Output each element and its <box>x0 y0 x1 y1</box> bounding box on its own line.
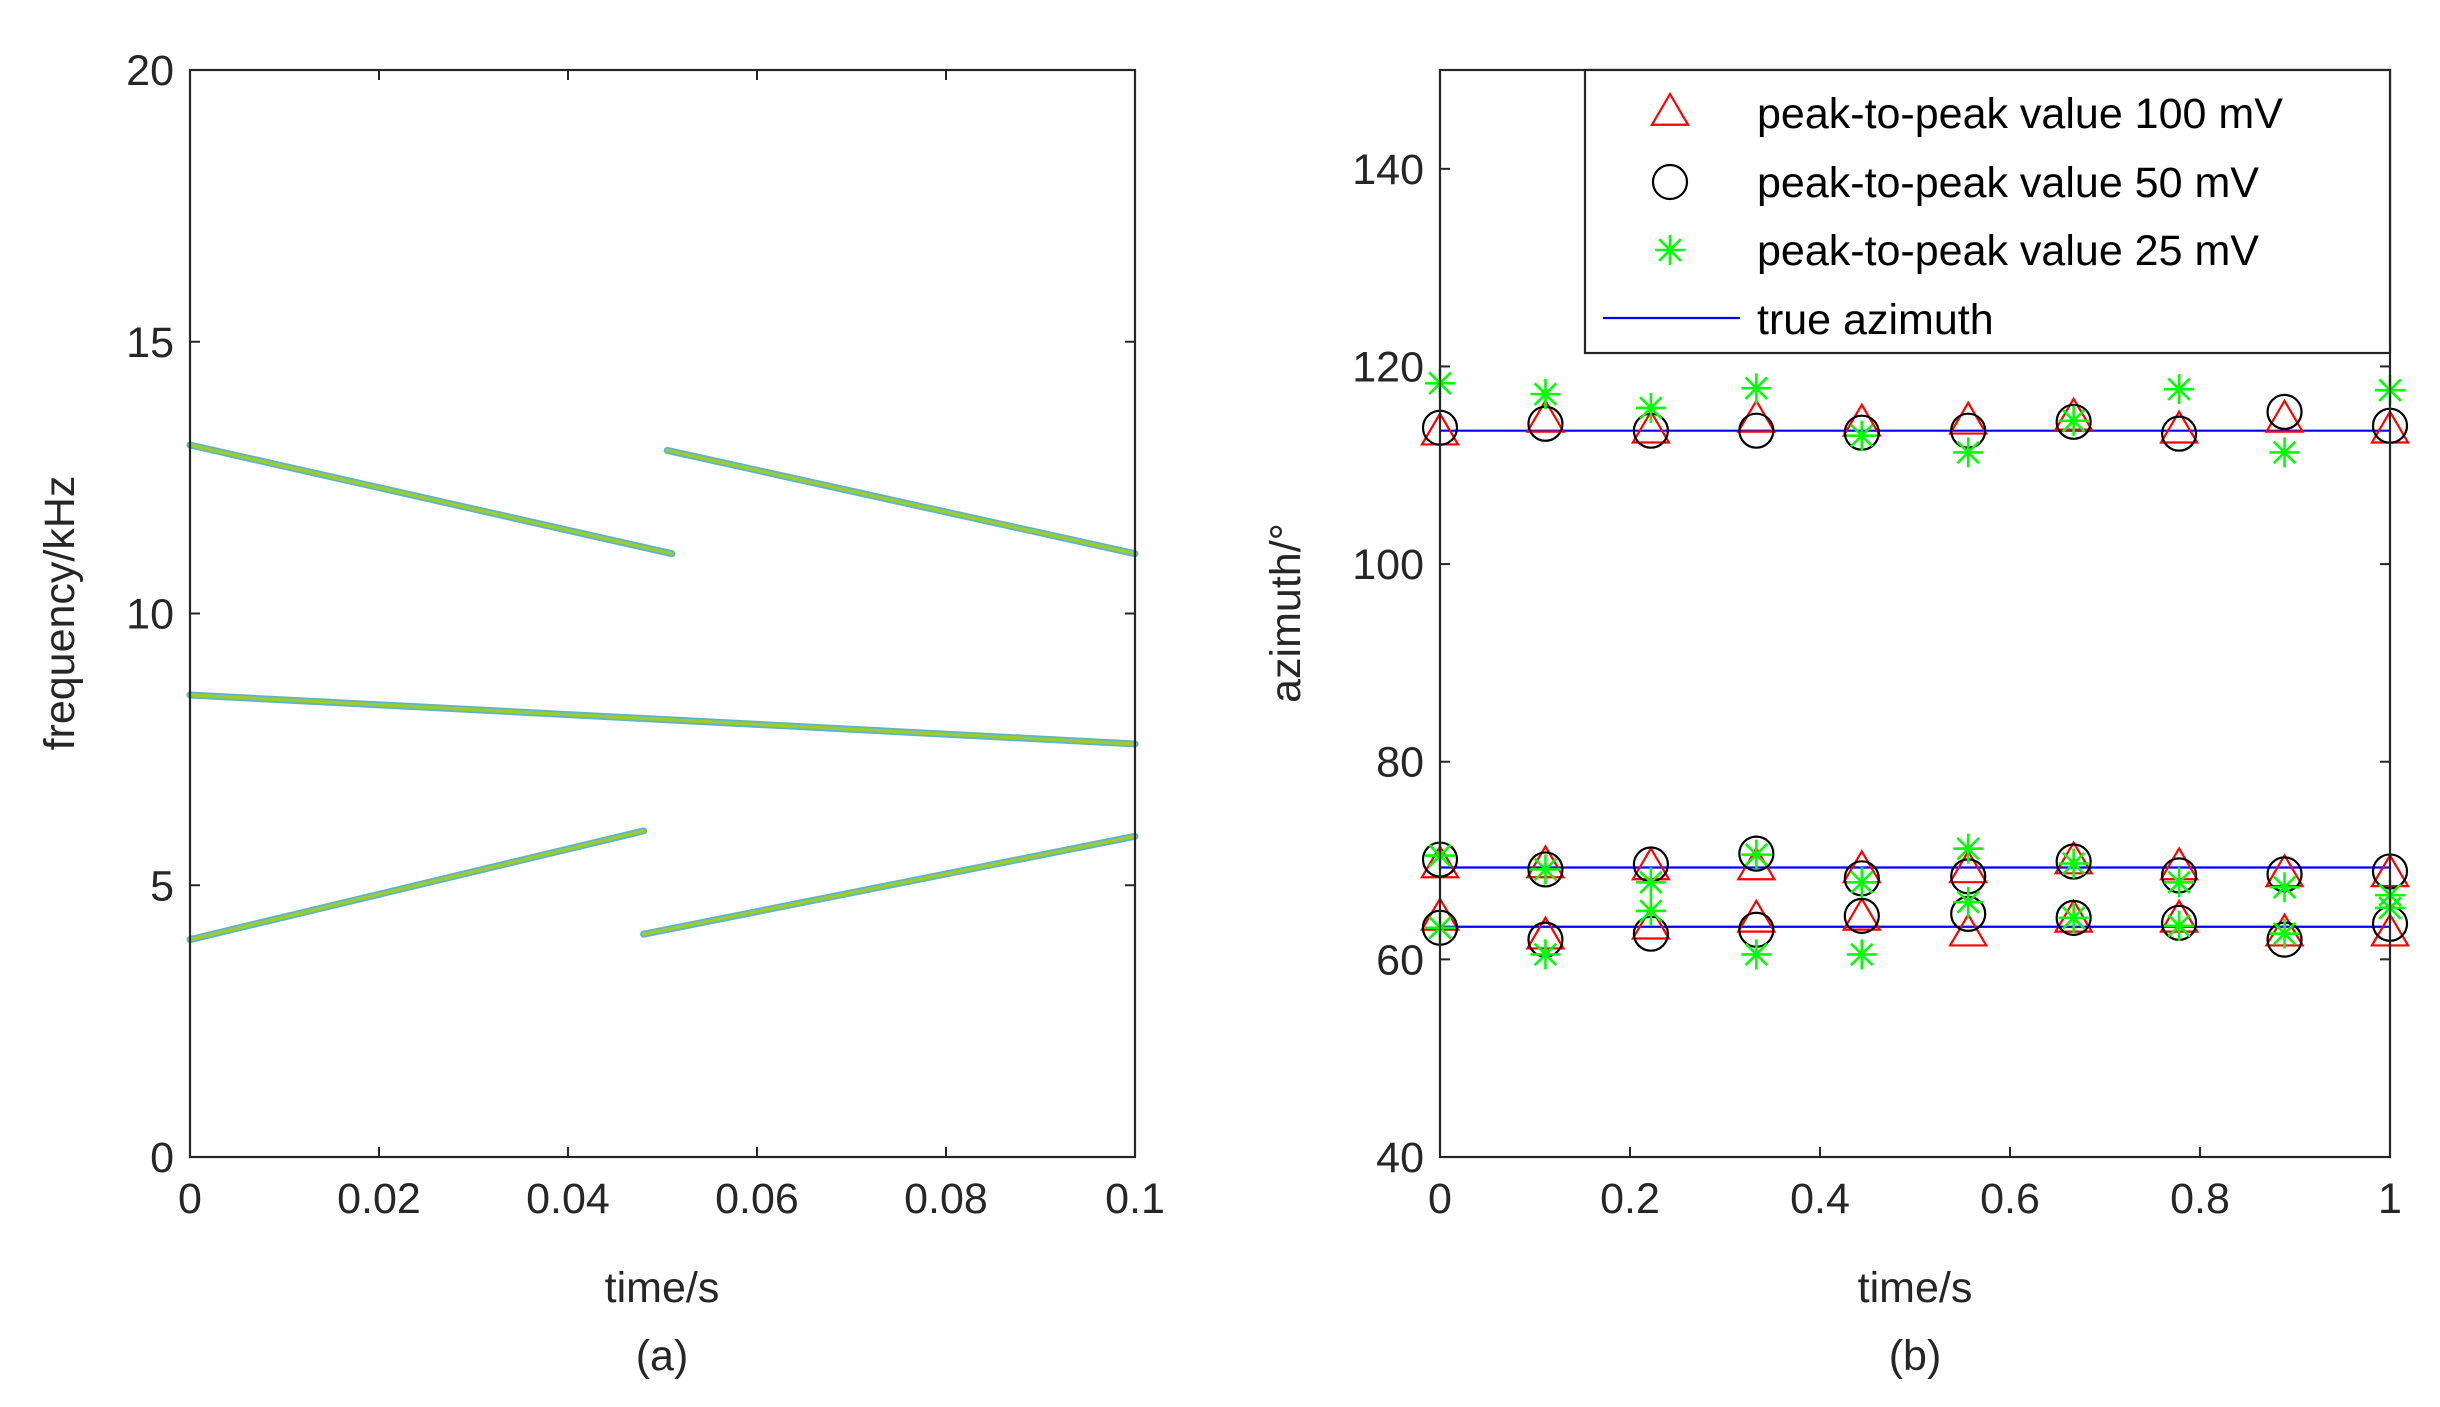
spectrogram-segment-4 <box>188 829 646 942</box>
marker-star <box>1846 867 1877 898</box>
marker-star <box>1741 373 1772 404</box>
marker-star <box>1530 379 1561 410</box>
marker-star <box>1846 939 1877 970</box>
marker-star <box>2164 910 2195 941</box>
panel-b-xtick-label: 0.4 <box>1790 1175 1850 1223</box>
legend-label-50mv: peak-to-peak value 50 mV <box>1757 159 2259 207</box>
marker-star <box>1741 839 1772 870</box>
marker-circle <box>1738 835 1775 872</box>
marker-triangle <box>1841 896 1882 931</box>
panel-a-ytick-label: 20 <box>126 47 174 95</box>
legend-label-25mv: peak-to-peak value 25 mV <box>1757 227 2259 275</box>
marker-star <box>2058 848 2089 879</box>
marker-triangle <box>2264 398 2305 433</box>
panel-b-ytick-label: 140 <box>1352 146 1424 194</box>
true-azimuth-lines <box>1440 429 2390 928</box>
spectrogram-segment-1 <box>188 443 674 556</box>
legend-label-true-azimuth: true azimuth <box>1757 296 1994 344</box>
spectrogram-segment-2 <box>665 448 1137 556</box>
marker-circle <box>2161 415 2198 452</box>
panel-a-ytick-label: 15 <box>126 319 174 367</box>
marker-star <box>1530 939 1561 970</box>
panel-b-ytick-label: 100 <box>1352 541 1424 589</box>
marker-star <box>2058 902 2089 933</box>
marker-star <box>1953 887 1984 918</box>
marker-star <box>2058 405 2089 436</box>
panel-a-xtick-label: 0.1 <box>1105 1175 1165 1223</box>
panel-a-caption: (a) <box>636 1332 689 1380</box>
panel-a-ytick-label: 5 <box>150 862 174 910</box>
panel-a-ytick-label: 0 <box>150 1134 174 1182</box>
marker-star <box>1741 939 1772 970</box>
marker-star <box>1635 895 1666 926</box>
panel-a-xtick-label: 0 <box>178 1175 202 1223</box>
legend-swatch-star <box>1655 235 1685 265</box>
panel-a-spectrogram: 0 0.02 0.04 0.06 0.08 0.1 0 5 10 15 20 time/s freq… <box>36 47 1165 1380</box>
panel-a-xtick-label: 0.04 <box>526 1175 610 1223</box>
panel-b-xtick-label: 0.6 <box>1980 1175 2040 1223</box>
panel-a-axes-box <box>188 68 1137 1159</box>
marker-triangle <box>1948 400 1989 435</box>
marker-triangle <box>1948 849 1989 884</box>
marker-circle <box>1738 412 1775 449</box>
marker-circle <box>2055 403 2092 440</box>
panel-b-xtick-label: 0 <box>1428 1175 1452 1223</box>
legend-box <box>1583 68 2392 355</box>
panel-a-ticks: 0 0.02 0.04 0.06 0.08 0.1 0 5 10 15 20 <box>126 47 1165 1223</box>
marker-triangle <box>1630 409 1671 444</box>
legend: peak-to-peak value 100 mV peak-to-peak v… <box>1583 68 2392 355</box>
panel-b-ytick-label: 60 <box>1376 936 1424 984</box>
panel-a-xtick-label: 0.06 <box>715 1175 799 1223</box>
legend-swatches <box>1603 91 1740 320</box>
marker-triangle <box>1948 912 1989 947</box>
panel-b-ylabel: azimuth/° <box>1262 523 1310 703</box>
panel-b-ytick-label: 120 <box>1352 343 1424 391</box>
spectrogram-segment-5 <box>641 834 1137 936</box>
marker-star <box>2269 918 2300 949</box>
marker-star <box>2164 867 2195 898</box>
marker-star <box>2164 374 2195 405</box>
panel-a-xlabel: time/s <box>605 1264 720 1312</box>
panel-b-caption: (b) <box>1889 1332 1942 1380</box>
panel-a-xtick-label: 0.02 <box>337 1175 421 1223</box>
marker-star <box>1635 867 1666 898</box>
panel-b-xtick-label: 0.8 <box>2170 1175 2230 1223</box>
panel-b-xtick-label: 1 <box>2378 1175 2402 1223</box>
marker-triangle <box>2159 409 2200 444</box>
legend-swatch-triangle <box>1650 91 1690 126</box>
marker-circle <box>1843 897 1880 934</box>
marker-star <box>1635 392 1666 423</box>
panel-a-plot-area <box>190 70 1135 1157</box>
marker-star <box>1530 854 1561 885</box>
marker-star <box>1953 833 1984 864</box>
marker-star <box>1846 420 1877 451</box>
legend-label-100mv: peak-to-peak value 100 mV <box>1757 90 2283 138</box>
marker-circle <box>1527 851 1564 888</box>
panel-a-xtick-label: 0.08 <box>904 1175 988 1223</box>
marker-triangle <box>1630 905 1671 940</box>
panel-a-ytick-label: 10 <box>126 591 174 639</box>
marker-star <box>2269 872 2300 903</box>
panel-a-series-group <box>186 441 1139 944</box>
marker-star <box>2269 437 2300 468</box>
panel-b-xtick-label: 0.2 <box>1600 1175 1660 1223</box>
marker-star <box>1953 437 1984 468</box>
marker-circle <box>2055 843 2092 880</box>
marker-circle <box>2055 899 2092 936</box>
panel-a-ylabel: frequency/kHz <box>36 476 84 751</box>
legend-swatch-circle <box>1651 163 1689 201</box>
panel-b-xlabel: time/s <box>1858 1264 1973 1312</box>
panel-b-ytick-label: 80 <box>1376 739 1424 787</box>
panel-b-ytick-label: 40 <box>1376 1134 1424 1182</box>
marker-circle <box>2266 393 2303 431</box>
spectrogram-segment-3 <box>188 693 1137 746</box>
marker-triangle <box>1525 398 1566 433</box>
